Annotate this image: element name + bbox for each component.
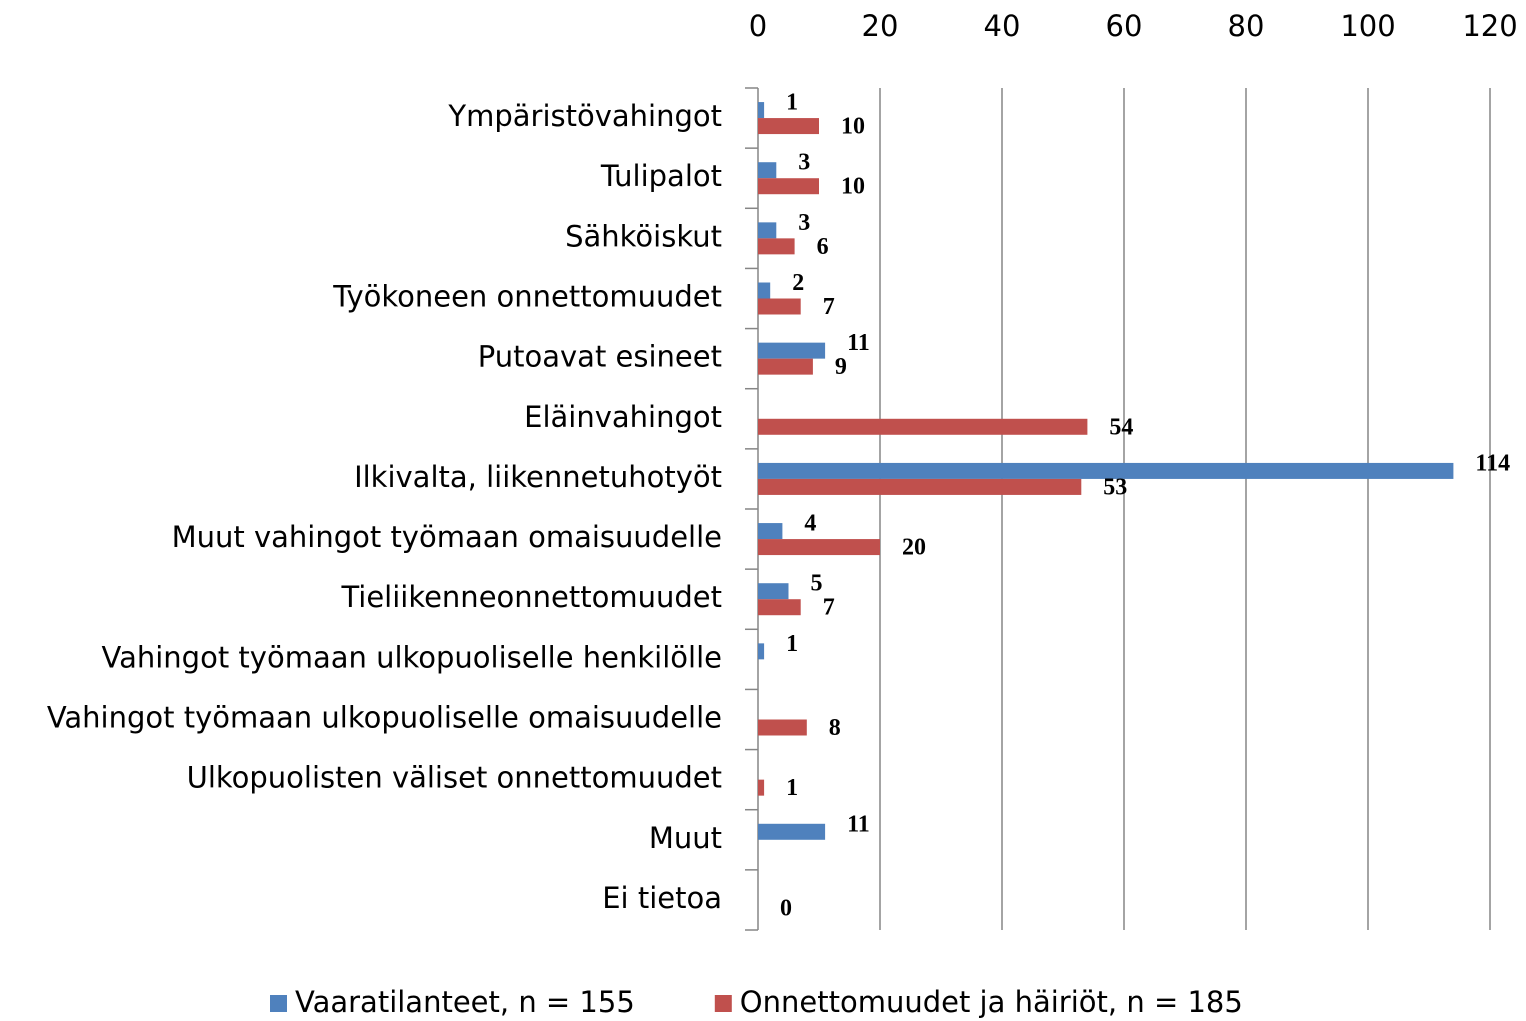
bar: [758, 823, 826, 840]
data-label: 1: [786, 90, 798, 116]
data-label: 1: [786, 631, 798, 657]
data-label: 6: [817, 234, 829, 260]
bar: [758, 719, 807, 736]
bar: [758, 478, 1082, 495]
y-tick-label: Putoavat esineet: [478, 340, 722, 374]
y-tick-label: Muut: [649, 821, 722, 855]
data-label: 10: [841, 174, 865, 200]
legend-label: Onnettomuudet ja häiriöt, n = 185: [740, 985, 1243, 1019]
bar: [758, 462, 1454, 479]
bar: [758, 342, 826, 359]
x-tick-label: 20: [862, 9, 899, 43]
y-tick-label: Tieliikenneonnettomuudet: [340, 580, 722, 614]
bar: [758, 779, 765, 796]
y-tick-label: Ilkivalta, liikennetuhotyöt: [354, 460, 722, 494]
legend-label: Vaaratilanteet, n = 155: [295, 985, 635, 1019]
y-tick-label: Sähköiskut: [565, 219, 722, 253]
data-label: 1: [786, 775, 798, 801]
bar: [758, 102, 765, 119]
data-label: 5: [811, 571, 823, 597]
bar: [758, 599, 801, 616]
bar: [758, 418, 1088, 435]
data-label: 54: [1109, 414, 1133, 440]
y-tick-label: Vahingot työmaan ulkopuoliselle omaisuud…: [47, 701, 722, 735]
data-label: 4: [804, 511, 816, 537]
data-label: 11: [847, 811, 870, 837]
y-tick-label: Ei tietoa: [602, 881, 722, 915]
x-tick-label: 120: [1462, 9, 1517, 43]
x-tick-label: 40: [984, 9, 1021, 43]
y-tick-label: Tulipalot: [600, 159, 722, 193]
data-label: 11: [847, 330, 870, 356]
bar: [758, 118, 819, 135]
x-tick-label: 60: [1106, 9, 1143, 43]
bar: [758, 298, 801, 315]
bar: [758, 178, 819, 195]
data-label: 10: [841, 114, 865, 140]
data-label: 3: [798, 150, 810, 176]
x-tick-label: 100: [1340, 9, 1395, 43]
bar: [758, 238, 795, 255]
data-label: 20: [902, 535, 926, 561]
legend-swatch: [270, 995, 287, 1012]
y-tick-label: Ympäristövahingot: [447, 99, 722, 133]
data-label: 8: [829, 715, 841, 741]
y-tick-label: Ulkopuolisten väliset onnettomuudet: [187, 761, 722, 795]
bar: [758, 643, 765, 660]
data-label: 7: [823, 595, 835, 621]
bar: [758, 162, 777, 179]
data-label: 9: [835, 354, 847, 380]
data-label: 7: [823, 294, 835, 320]
bar: [758, 222, 777, 239]
bar: [758, 358, 813, 375]
y-tick-label: Muut vahingot työmaan omaisuudelle: [172, 520, 722, 554]
bar: [758, 539, 880, 556]
bar: [758, 282, 771, 299]
x-tick-label: 0: [749, 9, 767, 43]
bar: [758, 523, 783, 540]
bar: [758, 583, 789, 600]
data-label: 0: [780, 895, 792, 921]
y-tick-label: Vahingot työmaan ulkopuoliselle henkilöl…: [102, 640, 723, 674]
y-tick-label: Eläinvahingot: [524, 400, 722, 434]
x-tick-label: 80: [1228, 9, 1265, 43]
legend-swatch: [714, 995, 732, 1012]
data-label: 2: [792, 270, 804, 296]
data-label: 53: [1103, 474, 1127, 500]
data-label: 114: [1475, 450, 1510, 476]
data-label: 3: [798, 210, 810, 236]
y-tick-label: Työkoneen onnettomuudet: [332, 280, 722, 314]
